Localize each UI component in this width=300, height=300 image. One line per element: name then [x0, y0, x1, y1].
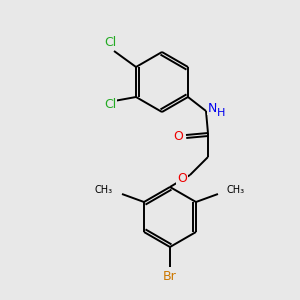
Text: CH₃: CH₃: [95, 185, 113, 195]
Text: O: O: [177, 172, 187, 185]
Text: N: N: [208, 101, 218, 115]
Text: H: H: [217, 108, 225, 118]
Text: CH₃: CH₃: [227, 185, 245, 195]
Text: Cl: Cl: [104, 98, 116, 112]
Text: Br: Br: [163, 269, 177, 283]
Text: O: O: [173, 130, 183, 142]
Text: Cl: Cl: [104, 37, 116, 50]
